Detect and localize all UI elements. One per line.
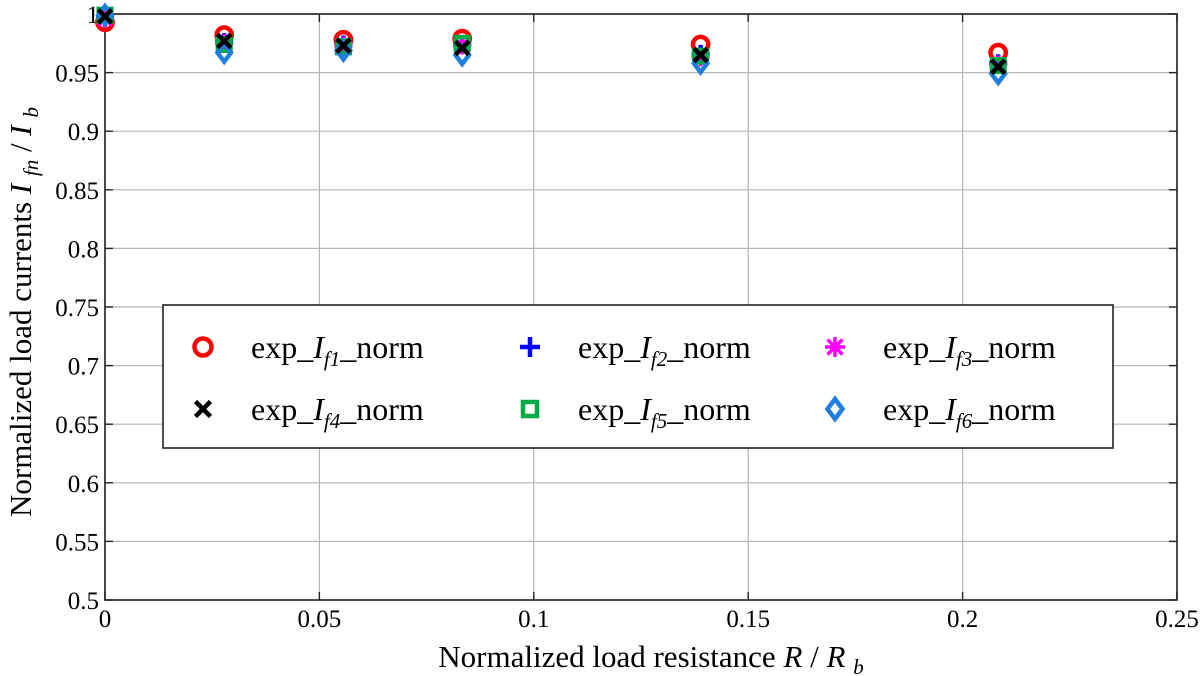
legend: exp_If1_norm exp_If2_norm exp_If3_norm exp_… (162, 304, 1114, 449)
y-tick-label: 0.75 (55, 295, 99, 322)
data-point-if4 (989, 58, 1007, 76)
y-tick-label: 0.7 (68, 354, 99, 381)
legend-marker-diamond (824, 395, 846, 423)
y-tick-label: 0.5 (68, 588, 99, 615)
legend-box (162, 304, 1114, 449)
y-axis-label-math: I (3, 182, 38, 195)
y-axis-label-text: Normalized load currents (3, 194, 38, 517)
y-tick-label: 0.65 (55, 412, 99, 439)
data-point-if4 (335, 37, 352, 54)
legend-item: exp_If5_norm (520, 391, 751, 433)
legend-item: exp_If1_norm (192, 329, 424, 371)
legend-item: exp_If6_norm (824, 391, 1056, 433)
legend-marker-circle (192, 336, 214, 358)
y-tick-label: 0.8 (68, 236, 99, 263)
y-axis-label-den-sub: b (19, 107, 43, 118)
y-tick-label: 0.6 (68, 471, 99, 498)
y-tick-label: 0.85 (55, 178, 99, 205)
y-tick-label: 0.9 (68, 119, 99, 146)
legend-item: exp_If3_norm (825, 329, 1056, 371)
x-axis-label-math: R (782, 639, 802, 674)
data-point-if6 (214, 39, 234, 66)
y-tick-label: 0.55 (55, 529, 99, 556)
legend-marker-x (193, 399, 213, 419)
axis-ticks: 0 0.05 0.1 0.15 0.2 0.25 0.5 0.55 0.6 0.65 0.7 0.75… (55, 2, 1199, 633)
x-axis-label-den: R (826, 639, 846, 674)
y-axis-label-sep: / (3, 143, 38, 152)
legend-item: exp_If4_norm (193, 391, 424, 433)
x-tick-label: 0.25 (1155, 606, 1199, 633)
legend-marker-square (520, 399, 540, 419)
x-tick-label: 0.1 (518, 606, 549, 633)
legend-marker-asterisk (825, 337, 845, 357)
x-tick-label: 0 (99, 606, 112, 633)
data-point-if4 (215, 32, 233, 50)
data-point-if4 (96, 8, 114, 25)
x-tick-label: 0.2 (947, 606, 978, 633)
y-axis-label-sub: fn (19, 160, 43, 176)
x-tick-label: 0.05 (298, 606, 342, 633)
legend-label: exp_If5_norm (578, 391, 751, 433)
data-point-if5 (692, 47, 710, 65)
legend-label: exp_If1_norm (251, 329, 424, 371)
x-axis-label-text: Normalized load resistance (438, 639, 783, 674)
x-axis-label-den-sub: b (853, 655, 864, 676)
data-point-if4 (692, 46, 709, 64)
y-axis-label-den: I (3, 124, 38, 137)
legend-label: exp_If6_norm (883, 391, 1056, 433)
data-point-if4 (453, 39, 471, 57)
y-axis-label: Normalized load currents I fn / I b (3, 107, 45, 517)
legend-label: exp_If2_norm (578, 329, 751, 371)
legend-marker-plus (520, 337, 540, 357)
x-axis-label: Normalized load resistance R / R b (438, 639, 863, 676)
legend-label: exp_If4_norm (251, 391, 424, 433)
legend-label: exp_If3_norm (883, 329, 1056, 371)
x-axis-label-sep: / (810, 639, 819, 674)
legend-item: exp_If2_norm (520, 329, 751, 371)
x-tick-label: 0.15 (726, 606, 770, 633)
data-markers (95, 2, 1009, 87)
data-point-if5 (989, 57, 1007, 75)
y-tick-label: 0.95 (55, 61, 99, 88)
